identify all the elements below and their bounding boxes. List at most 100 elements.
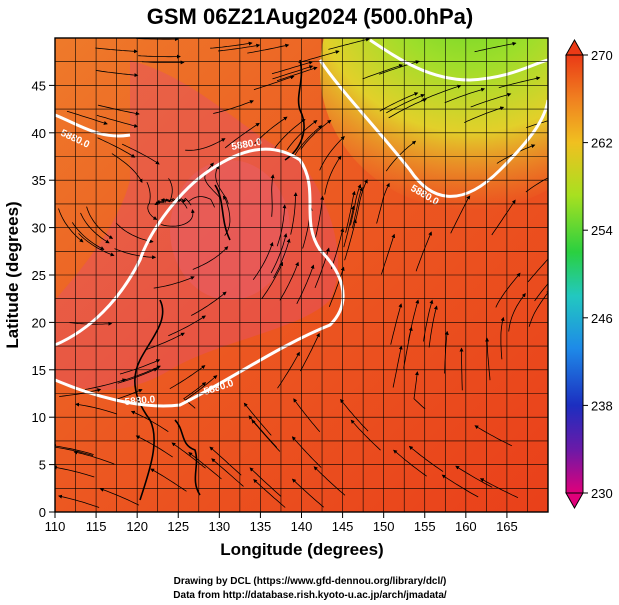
x-tick-label: 145 bbox=[332, 519, 354, 534]
streamline bbox=[71, 222, 105, 250]
streamline bbox=[80, 212, 110, 244]
y-axis-label: Latitude (degrees) bbox=[3, 201, 22, 348]
streamline bbox=[299, 332, 320, 372]
y-tick-label: 10 bbox=[32, 410, 46, 425]
streamline bbox=[277, 351, 300, 389]
streamline bbox=[279, 261, 299, 301]
streamline bbox=[209, 446, 242, 476]
streamline bbox=[379, 92, 419, 112]
streamline bbox=[99, 487, 140, 506]
streamline bbox=[120, 365, 161, 382]
streamline bbox=[97, 104, 140, 116]
streamline bbox=[386, 94, 425, 114]
plot-area: 5880.0 5880.0 5880.0 5880.0 5880.0 bbox=[55, 38, 548, 512]
x-tick-label: 150 bbox=[373, 519, 395, 534]
x-tick-label: 165 bbox=[496, 519, 518, 534]
cold-air-region bbox=[320, 38, 548, 210]
colorbar: 270 262 254 246 238 230 bbox=[565, 38, 613, 510]
streamline bbox=[491, 199, 516, 236]
streamline bbox=[276, 66, 318, 82]
streamline bbox=[121, 143, 160, 165]
streamline bbox=[470, 92, 512, 108]
map-title: GSM 06Z21Aug2024 (500.0hPa) bbox=[147, 4, 473, 29]
streamline bbox=[204, 162, 220, 198]
y-tick-label: 30 bbox=[32, 221, 46, 236]
streamline bbox=[58, 494, 100, 508]
streamline bbox=[319, 136, 345, 171]
streamline bbox=[286, 120, 318, 151]
streamline bbox=[138, 54, 181, 59]
streamline bbox=[314, 247, 330, 289]
streamline bbox=[324, 155, 342, 195]
anticyclone-center bbox=[170, 160, 290, 300]
streamline bbox=[253, 479, 286, 508]
streamline bbox=[119, 359, 161, 375]
streamline bbox=[328, 38, 370, 50]
y-tick-label: 0 bbox=[39, 505, 46, 520]
streamline bbox=[293, 125, 323, 157]
streamline bbox=[362, 64, 404, 80]
contour-main bbox=[55, 147, 345, 408]
contour-north bbox=[55, 113, 131, 138]
y-tick-label: 35 bbox=[32, 173, 46, 188]
streamline bbox=[508, 292, 526, 332]
streamline bbox=[95, 47, 138, 54]
streamline bbox=[444, 87, 486, 104]
streamline bbox=[313, 466, 346, 496]
colorbar-tick-label: 270 bbox=[591, 48, 613, 63]
y-tick-label: 45 bbox=[32, 78, 46, 93]
streamline bbox=[526, 120, 548, 129]
streamline bbox=[185, 375, 218, 402]
streamline bbox=[211, 458, 244, 487]
y-tick-label: 25 bbox=[32, 268, 46, 283]
streamline bbox=[421, 84, 462, 101]
streamline bbox=[160, 209, 195, 227]
x-tick-label: 115 bbox=[86, 519, 107, 534]
streamline bbox=[146, 181, 158, 220]
streamline bbox=[188, 451, 222, 480]
x-axis-label: Longitude (degrees) bbox=[220, 540, 383, 559]
streamline bbox=[344, 219, 357, 261]
streamline bbox=[224, 122, 260, 149]
streamline bbox=[343, 205, 355, 248]
streamline bbox=[408, 445, 444, 472]
streamline bbox=[355, 179, 368, 221]
streamline bbox=[485, 337, 491, 381]
streamline bbox=[298, 50, 340, 64]
colorbar-min-triangle bbox=[565, 492, 584, 510]
streamline bbox=[210, 41, 253, 49]
colorbar-scale bbox=[565, 54, 584, 494]
x-tick-label: 130 bbox=[208, 519, 230, 534]
y-tick-label: 5 bbox=[39, 458, 46, 473]
streamline bbox=[261, 261, 284, 300]
contour-northeast bbox=[369, 38, 548, 82]
x-tick-label: 110 bbox=[45, 519, 66, 534]
colorbar-tick-label: 238 bbox=[591, 398, 613, 413]
streamline bbox=[66, 110, 108, 125]
y-axis-ticks: 0 5 10 15 20 25 30 35 40 45 bbox=[32, 78, 55, 520]
streamline bbox=[273, 238, 291, 279]
streamline bbox=[270, 174, 275, 217]
colorbar-tick-label: 262 bbox=[591, 136, 613, 151]
streamline bbox=[96, 114, 139, 128]
streamline bbox=[527, 258, 548, 283]
x-tick-label: 140 bbox=[291, 519, 313, 534]
x-tick-label: 135 bbox=[250, 519, 272, 534]
streamline bbox=[441, 474, 479, 498]
streamline bbox=[249, 467, 282, 497]
warm-ridge-region bbox=[55, 60, 339, 390]
streamline bbox=[153, 276, 195, 289]
streamline bbox=[350, 419, 381, 451]
streamline bbox=[413, 371, 426, 410]
colorbar-tick-label: 246 bbox=[591, 311, 613, 326]
streamline bbox=[392, 345, 403, 388]
streamline bbox=[345, 190, 356, 233]
x-tick-label: 160 bbox=[455, 519, 477, 534]
streamline bbox=[450, 195, 471, 234]
streamline bbox=[248, 415, 278, 448]
coast-korea bbox=[214, 184, 231, 241]
streamline bbox=[55, 445, 94, 456]
streamline bbox=[293, 398, 321, 433]
streamline bbox=[291, 436, 322, 468]
